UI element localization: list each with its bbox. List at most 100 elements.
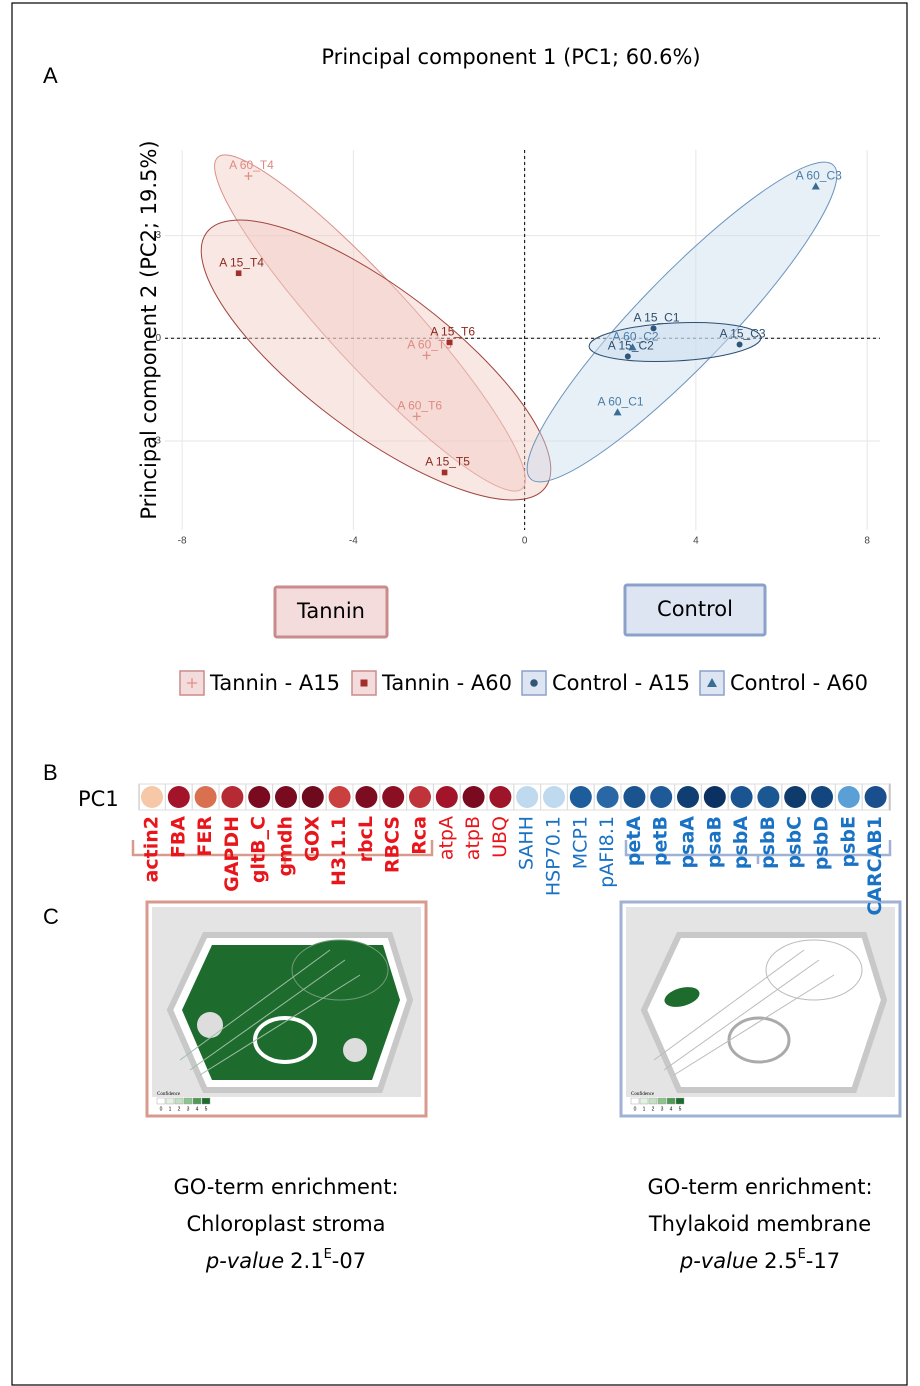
group-label: Control bbox=[657, 597, 733, 621]
gene-label: petA bbox=[623, 816, 645, 867]
dot bbox=[409, 786, 431, 808]
caption-part: p-value bbox=[205, 1249, 284, 1273]
dot bbox=[784, 786, 806, 808]
x-tick-label: -4 bbox=[349, 536, 358, 547]
dot bbox=[623, 786, 645, 808]
dot bbox=[168, 786, 190, 808]
gene-label: psbE bbox=[837, 816, 859, 868]
gene-label: RBCS bbox=[382, 816, 404, 873]
dot bbox=[141, 786, 163, 808]
confidence-swatch bbox=[166, 1098, 174, 1104]
gene-label: GAPDH bbox=[221, 816, 243, 892]
x-tick-label: 0 bbox=[522, 536, 528, 547]
y-axis-title: Principal component 2 (PC2; 19.5%) bbox=[137, 140, 161, 519]
y-tick-label: 0 bbox=[155, 333, 161, 344]
gene-label: atpA bbox=[435, 816, 457, 860]
dot bbox=[570, 786, 592, 808]
confidence-swatch bbox=[640, 1098, 648, 1104]
y-tick-label: -3 bbox=[152, 436, 161, 447]
dot bbox=[865, 786, 887, 808]
dot bbox=[463, 786, 485, 808]
x-tick-label: 8 bbox=[864, 536, 870, 547]
dot bbox=[516, 786, 538, 808]
dot bbox=[248, 786, 270, 808]
confidence-swatch bbox=[631, 1098, 639, 1104]
confidence-swatch bbox=[175, 1098, 183, 1104]
confidence-level: 3 bbox=[187, 1106, 190, 1112]
confidence-level: 5 bbox=[205, 1106, 208, 1112]
cell-image bbox=[147, 902, 426, 1116]
figure: A B C Principal component 1 (PC1; 60.6%)… bbox=[0, 0, 920, 1386]
gene-label: atpB bbox=[462, 816, 484, 860]
point-label: A 15_C1 bbox=[633, 311, 679, 325]
caption-part: 2.1 bbox=[290, 1249, 323, 1273]
legend-label: Control - A60 bbox=[730, 671, 868, 695]
gene-label: H3.1.1 bbox=[328, 816, 350, 886]
confidence-level: 2 bbox=[652, 1106, 655, 1112]
dot bbox=[382, 786, 404, 808]
legend-marker bbox=[530, 679, 538, 687]
x-tick-label: 4 bbox=[693, 536, 699, 547]
dot bbox=[221, 786, 243, 808]
cell-image bbox=[621, 902, 900, 1116]
confidence-swatch bbox=[667, 1098, 675, 1104]
caption-part: -17 bbox=[806, 1249, 840, 1273]
point-label: A 60_C2 bbox=[613, 329, 659, 343]
confidence-level: 0 bbox=[160, 1106, 163, 1112]
gene-label: UBQ bbox=[489, 816, 511, 858]
dot bbox=[543, 786, 565, 808]
point bbox=[442, 470, 448, 476]
caption: Thylakoid membrane bbox=[648, 1212, 871, 1236]
gene-label: CARCAB1 bbox=[864, 816, 886, 916]
dot bbox=[650, 786, 672, 808]
confidence-swatch bbox=[658, 1098, 666, 1104]
gene-label: FBA bbox=[167, 816, 189, 858]
row-label: PC1 bbox=[78, 787, 119, 811]
vacuole bbox=[292, 940, 388, 1000]
dot bbox=[436, 786, 458, 808]
gene-label: pAFI8.1 bbox=[596, 816, 618, 888]
confidence-swatch bbox=[649, 1098, 657, 1104]
y-tick-label: 3 bbox=[155, 230, 161, 241]
dot bbox=[731, 786, 753, 808]
gene-label: rbcL bbox=[355, 816, 377, 862]
organelle bbox=[197, 1012, 223, 1038]
gene-label: FER bbox=[194, 816, 216, 857]
gene-label: psaB bbox=[703, 816, 725, 868]
dot bbox=[838, 786, 860, 808]
gene-label: psbD bbox=[811, 816, 833, 870]
legend-label: Control - A15 bbox=[552, 671, 690, 695]
confidence-level: 5 bbox=[679, 1106, 682, 1112]
point-label: A 60_C1 bbox=[598, 394, 644, 408]
caption: GO-term enrichment: bbox=[173, 1175, 398, 1199]
dot bbox=[704, 786, 726, 808]
dot bbox=[489, 786, 511, 808]
dot bbox=[355, 786, 377, 808]
confidence-level: 4 bbox=[196, 1106, 199, 1112]
gene-label: psbA bbox=[730, 816, 752, 870]
gene-label: psaA bbox=[677, 816, 699, 869]
confidence-swatch bbox=[184, 1098, 192, 1104]
confidence-level: 0 bbox=[634, 1106, 637, 1112]
legend-label: Tannin - A60 bbox=[381, 671, 512, 695]
confidence-level: 4 bbox=[670, 1106, 673, 1112]
confidence-swatch bbox=[193, 1098, 201, 1104]
point bbox=[737, 341, 743, 347]
panel-label: A bbox=[43, 63, 58, 88]
confidence-level: 1 bbox=[169, 1106, 172, 1112]
group-label: Tannin bbox=[296, 599, 365, 623]
dot bbox=[757, 786, 779, 808]
confidence-swatch bbox=[157, 1098, 165, 1104]
legend-marker bbox=[361, 680, 368, 687]
panel-label: C bbox=[43, 904, 59, 929]
caption: Chloroplast stroma bbox=[186, 1212, 385, 1236]
gene-label: psbB bbox=[757, 816, 779, 869]
point bbox=[625, 353, 631, 359]
point-label: A 15_T5 bbox=[425, 455, 470, 469]
gene-label: HSP70.1 bbox=[543, 816, 565, 896]
panel-label: B bbox=[43, 760, 58, 785]
organelle bbox=[343, 1038, 367, 1062]
point bbox=[236, 270, 242, 276]
